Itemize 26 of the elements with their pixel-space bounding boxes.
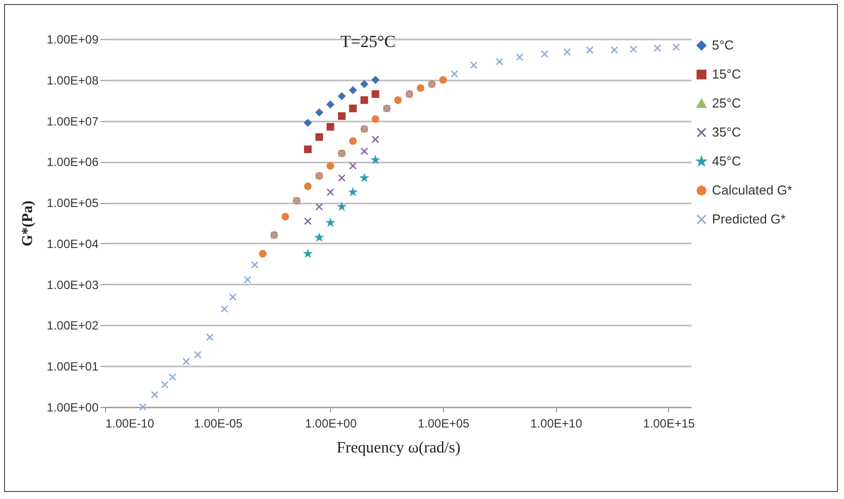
x-axis-title: Frequency ω(rad/s) (336, 440, 460, 456)
y-axis-title: G*(Pa) (20, 200, 36, 246)
x-tick-label: 1.00E-05 (194, 416, 243, 430)
y-tick-label: 1.00E+03 (46, 278, 99, 292)
chart-title: T=25°C (340, 32, 396, 51)
x-tick-label: 1.00E-10 (106, 416, 155, 430)
legend-label: 45°C (712, 154, 742, 168)
x-tick-label: 1.00E+00 (305, 416, 358, 430)
y-tick-label: 1.00E+04 (46, 236, 99, 251)
legend-label: 25°C (712, 96, 742, 110)
y-tick-label: 1.00E+02 (46, 318, 99, 333)
y-tick-label: 1.00E+09 (46, 32, 99, 46)
legend-label: Calculated G* (712, 182, 792, 198)
legend-label: 15°C (712, 66, 742, 82)
x-tick-label: 1.00E+05 (418, 416, 470, 430)
y-tick-label: 1.00E+05 (46, 196, 99, 210)
legend-label: 5°C (712, 38, 734, 52)
legend-label: Predicted G* (712, 212, 786, 226)
legend-label: 35°C (712, 124, 742, 140)
x-tick-label: 1.00E+10 (530, 416, 582, 430)
y-tick-label: 1.00E+08 (46, 73, 99, 88)
y-tick-label: 1.00E+07 (46, 114, 99, 128)
x-tick-label: 1.00E+15 (643, 416, 696, 430)
y-tick-label: 1.00E+06 (46, 155, 99, 170)
y-tick-label: 1.00E+01 (46, 360, 99, 374)
y-tick-label: 1.00E+00 (46, 400, 99, 414)
